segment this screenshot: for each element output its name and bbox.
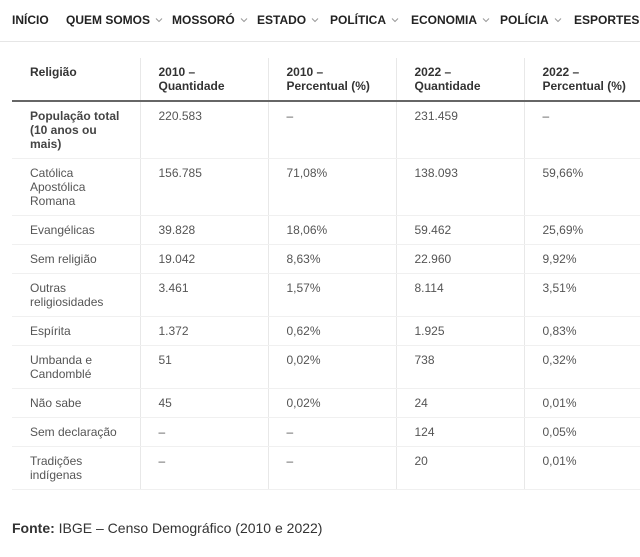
value-cell: 220.583 xyxy=(139,101,268,159)
nav-item[interactable]: ECONOMIA xyxy=(411,13,490,27)
religion-cell: Sem religião xyxy=(12,244,140,274)
value-cell: 59,66% xyxy=(523,158,640,216)
nav-item[interactable]: POLÍCIA xyxy=(500,13,562,27)
value-cell: 25,69% xyxy=(523,215,640,245)
religion-cell: Espírita xyxy=(12,316,140,346)
chevron xyxy=(155,18,163,23)
value-cell: 8,63% xyxy=(267,244,396,274)
nav-label: MOSSORÓ xyxy=(172,13,235,27)
value-cell: – xyxy=(139,446,268,490)
value-cell: 3,51% xyxy=(523,273,640,317)
value-cell: – xyxy=(523,101,640,159)
religion-cell: Umbanda e Candomblé xyxy=(12,345,140,389)
value-cell: 1.372 xyxy=(139,316,268,346)
value-cell: 1.925 xyxy=(395,316,524,346)
chevron xyxy=(240,18,248,23)
nav-item[interactable]: MOSSORÓ xyxy=(172,13,248,27)
table-row: Sem religião 19.042 8,63% 22.960 9,92% xyxy=(12,244,640,274)
value-cell: 124 xyxy=(395,417,524,447)
nav-label: INÍCIO xyxy=(12,13,49,27)
value-cell: – xyxy=(267,446,396,490)
value-cell: 0,02% xyxy=(267,345,396,389)
religion-cell: Não sabe xyxy=(12,388,140,418)
header-cell: Religião xyxy=(12,58,140,102)
table-row: Espírita 1.372 0,62% 1.925 0,83% xyxy=(12,316,640,346)
value-cell: 8.114 xyxy=(395,273,524,317)
value-cell: 9,92% xyxy=(523,244,640,274)
value-cell: 3.461 xyxy=(139,273,268,317)
table-row: Umbanda e Candomblé 51 0,02% 738 0,32% xyxy=(12,345,640,389)
value-cell: 45 xyxy=(139,388,268,418)
value-cell: 18,06% xyxy=(267,215,396,245)
religion-cell: Tradições indígenas xyxy=(12,446,140,490)
value-cell: 19.042 xyxy=(139,244,268,274)
chevron xyxy=(311,18,319,23)
value-cell: 71,08% xyxy=(267,158,396,216)
header-cell: 2022 – Quantidade xyxy=(395,58,524,102)
value-cell: 0,32% xyxy=(523,345,640,389)
nav-label: ECONOMIA xyxy=(411,13,477,27)
table-row: Não sabe 45 0,02% 24 0,01% xyxy=(12,388,640,418)
value-cell: 138.093 xyxy=(395,158,524,216)
value-cell: – xyxy=(139,417,268,447)
nav-item[interactable]: ESPORTES xyxy=(574,13,639,27)
religion-table: Religião 2010 – Quantidade 2010 – Percentu… xyxy=(12,58,640,490)
value-cell: – xyxy=(267,417,396,447)
header-cell: 2010 – Percentual (%) xyxy=(267,58,396,102)
value-cell: 51 xyxy=(139,345,268,389)
chevron xyxy=(554,18,562,23)
value-cell: 0,01% xyxy=(523,388,640,418)
table-row: Outras religiosidades 3.461 1,57% 8.114 3,51… xyxy=(12,273,640,317)
nav-label: ESTADO xyxy=(257,13,307,27)
value-cell: 0,83% xyxy=(523,316,640,346)
header-cell: 2022 – Percentual (%) xyxy=(523,58,640,102)
chevron xyxy=(391,18,399,23)
table-row: Católica Apostólica Romana 156.785 71,08% 1… xyxy=(12,158,640,216)
nav-label: POLÍTICA xyxy=(330,13,386,27)
table-row: Sem declaração – –124 0,05% xyxy=(12,417,640,447)
value-cell: 156.785 xyxy=(139,158,268,216)
value-cell: 24 xyxy=(395,388,524,418)
value-cell: 231.459 xyxy=(395,101,524,159)
header-row: Religião 2010 – Quantidade 2010 – Percentu… xyxy=(12,58,640,102)
value-cell: 738 xyxy=(395,345,524,389)
table-row: População total (10 anos ou mais) 220.583… xyxy=(12,101,640,159)
nav-item[interactable]: QUEM SOMOS xyxy=(66,13,163,27)
table-row: Tradições indígenas – –20 0,01% xyxy=(12,446,640,490)
value-cell: 22.960 xyxy=(395,244,524,274)
chevron xyxy=(482,18,490,23)
religion-cell: Sem declaração xyxy=(12,417,140,447)
nav-label: QUEM SOMOS xyxy=(66,13,151,27)
value-cell: – xyxy=(267,101,396,159)
religion-cell: Outras religiosidades xyxy=(12,273,140,317)
source-text: IBGE – Censo Demográfico (2010 e 2022) xyxy=(58,520,323,536)
source-note: Fonte: IBGE – Censo Demográfico (2010 e … xyxy=(12,520,322,536)
nav-bar: INÍCIO QUEM SOMOS MOSSORÓ ESTADO POLÍTICA ECO… xyxy=(0,0,640,42)
table-wrapper: Religião 2010 – Quantidade 2010 – Percentu… xyxy=(12,58,640,490)
source-label: Fonte: xyxy=(12,520,55,536)
nav-item[interactable]: ESTADO xyxy=(257,13,319,27)
nav-item[interactable]: INÍCIO xyxy=(12,13,49,27)
value-cell: 59.462 xyxy=(395,215,524,245)
header-cell: 2010 – Quantidade xyxy=(139,58,268,102)
value-cell: 0,02% xyxy=(267,388,396,418)
table-row: Evangélicas 39.828 18,06% 59.462 25,69% xyxy=(12,215,640,245)
religion-cell: População total (10 anos ou mais) xyxy=(12,101,140,159)
nav-item[interactable]: POLÍTICA xyxy=(330,13,399,27)
religion-cell: Evangélicas xyxy=(12,215,140,245)
value-cell: 0,62% xyxy=(267,316,396,346)
value-cell: 1,57% xyxy=(267,273,396,317)
value-cell: 20 xyxy=(395,446,524,490)
value-cell: 0,01% xyxy=(523,446,640,490)
nav-label: POLÍCIA xyxy=(500,13,549,27)
value-cell: 0,05% xyxy=(523,417,640,447)
value-cell: 39.828 xyxy=(139,215,268,245)
religion-cell: Católica Apostólica Romana xyxy=(12,158,140,216)
nav-label: ESPORTES xyxy=(574,13,640,27)
